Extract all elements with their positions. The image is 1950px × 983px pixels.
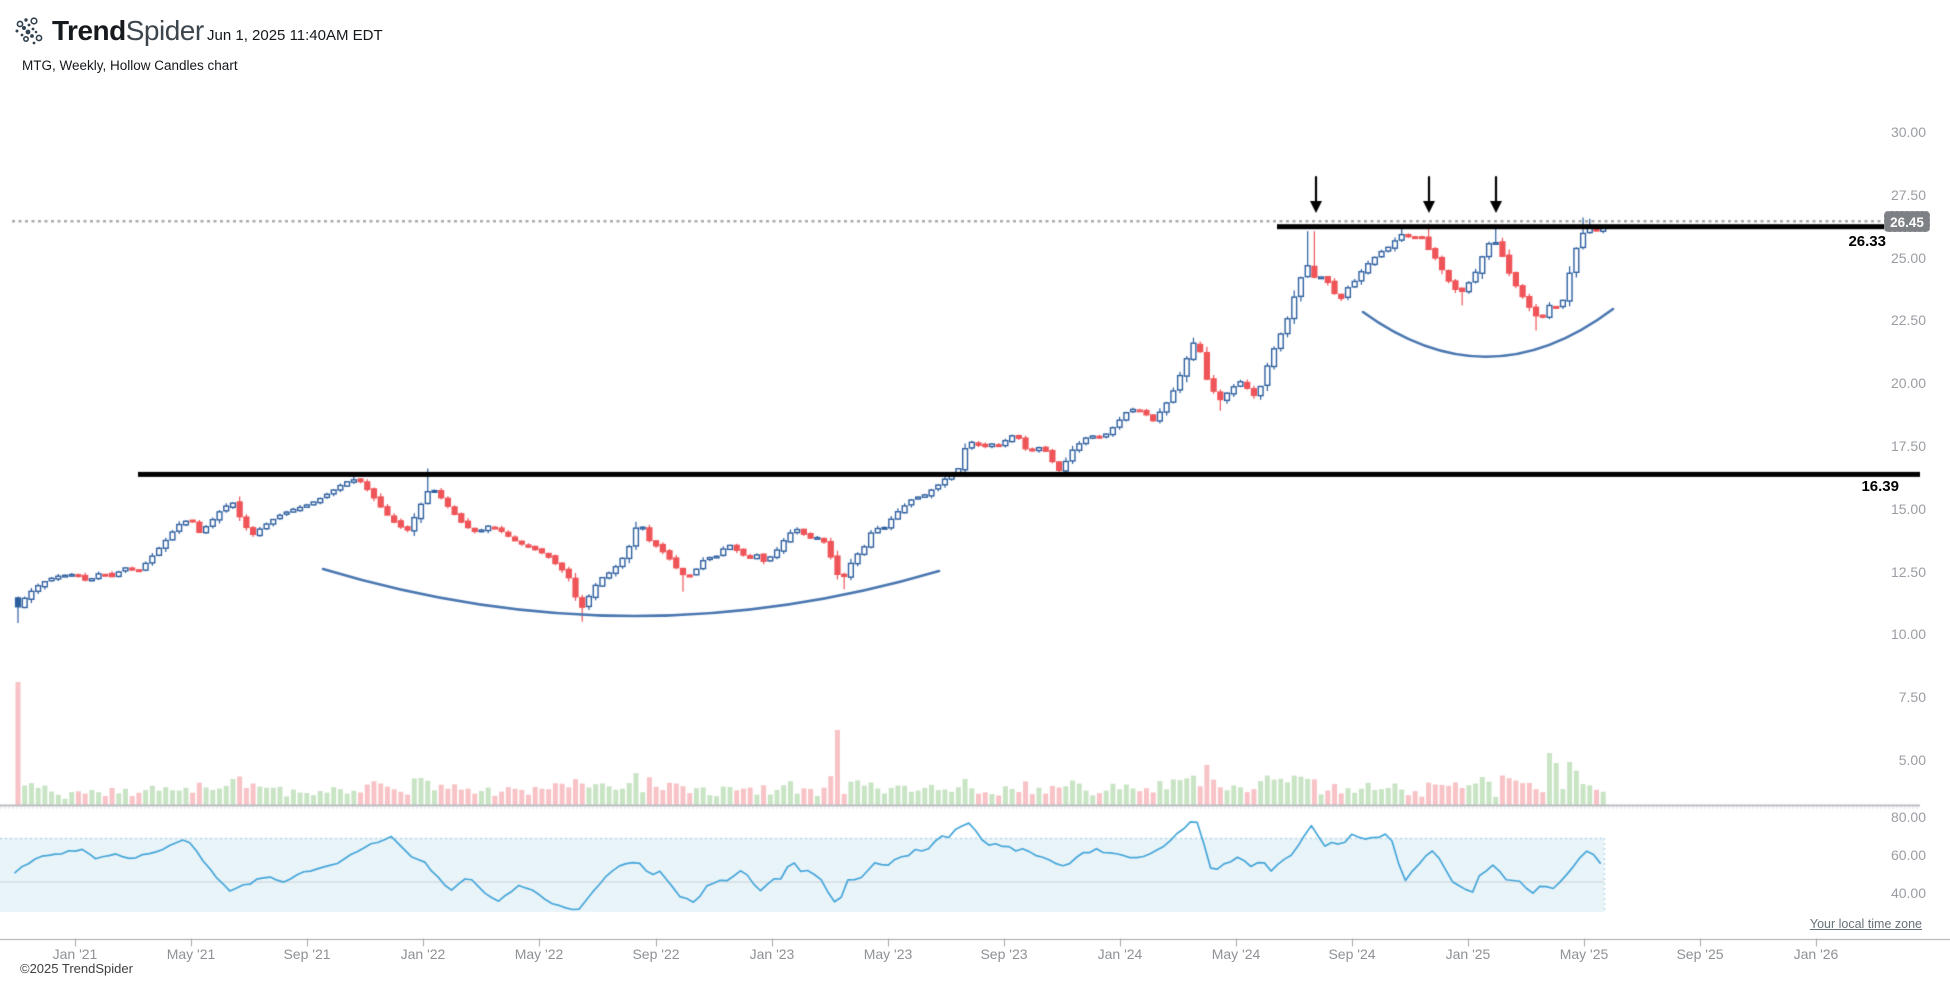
price-tick-label: 20.00	[1890, 375, 1926, 391]
date-tick-label: Jan '25	[1445, 946, 1491, 962]
price-tick-label: 30.00	[1890, 124, 1926, 140]
price-tick-label: 7.50	[1898, 689, 1926, 705]
price-tick-label: 5.00	[1898, 752, 1926, 768]
timezone-note[interactable]: Your local time zone	[1809, 917, 1922, 931]
date-tick-label: Jan '21	[52, 946, 98, 962]
date-tick-label: Jan '24	[1097, 946, 1143, 962]
last-price-badge: 26.45	[1884, 211, 1930, 232]
date-tick-label: Jan '23	[749, 946, 795, 962]
rsi-tick-label: 80.00	[1890, 809, 1926, 825]
support-level-label: 16.39	[1861, 478, 1899, 495]
price-tick-label: 22.50	[1890, 312, 1926, 328]
price-tick-label: 10.00	[1890, 626, 1926, 642]
rsi-tick-label: 40.00	[1890, 885, 1926, 901]
price-tick-label: 17.50	[1890, 438, 1926, 454]
date-tick-label: May '23	[863, 946, 913, 962]
rsi-tick-label: 60.00	[1890, 847, 1926, 863]
date-tick-label: May '22	[514, 946, 564, 962]
price-tick-label: 15.00	[1890, 501, 1926, 517]
resistance-level-label: 26.33	[1848, 233, 1886, 250]
price-tick-label: 27.50	[1890, 187, 1926, 203]
date-tick-label: Sep '25	[1676, 946, 1724, 962]
date-tick-label: May '21	[166, 946, 216, 962]
price-tick-label: 25.00	[1890, 250, 1926, 266]
date-tick-label: Sep '23	[980, 946, 1028, 962]
date-tick-label: Jan '26	[1793, 946, 1839, 962]
date-tick-label: Sep '22	[632, 946, 680, 962]
date-tick-label: May '25	[1559, 946, 1609, 962]
date-tick-label: Jan '22	[400, 946, 446, 962]
copyright: ©2025 TrendSpider	[20, 961, 133, 976]
date-tick-label: Sep '21	[283, 946, 331, 962]
price-tick-label: 12.50	[1890, 564, 1926, 580]
date-tick-label: Sep '24	[1328, 946, 1376, 962]
date-tick-label: May '24	[1211, 946, 1261, 962]
